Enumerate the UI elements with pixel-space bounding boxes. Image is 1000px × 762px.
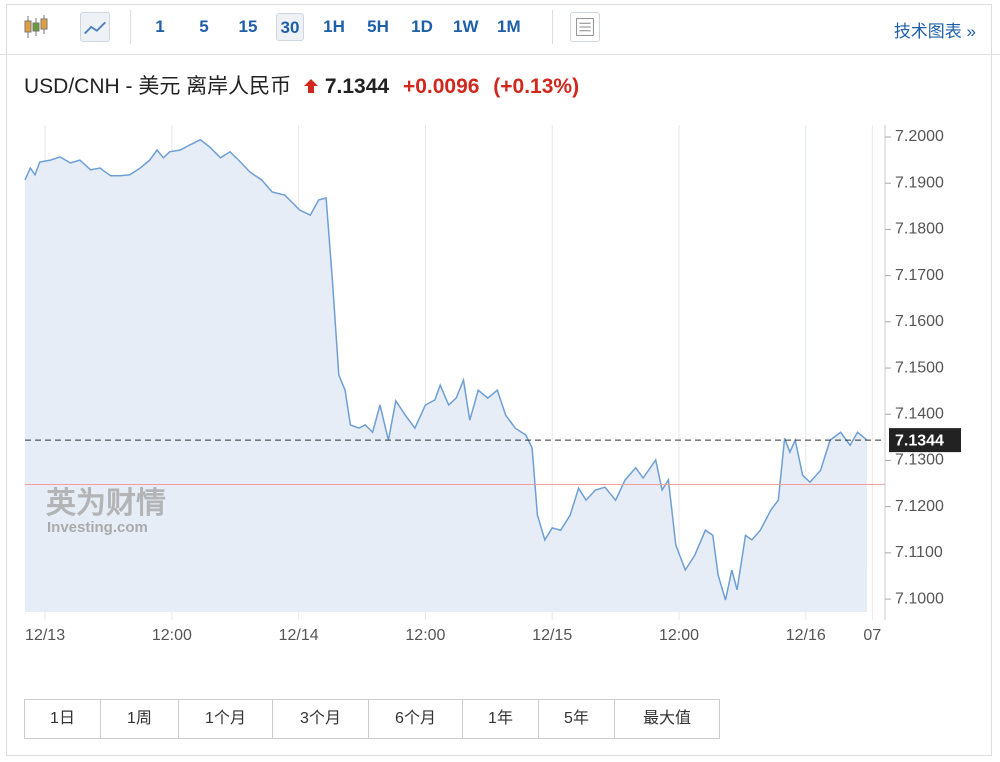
range-button[interactable]: 1周 — [101, 700, 179, 738]
interval-button[interactable]: 15 — [238, 17, 258, 36]
candlestick-icon[interactable] — [20, 12, 50, 42]
range-button[interactable]: 5年 — [539, 700, 615, 738]
interval-button[interactable]: 1W — [453, 17, 479, 36]
tech-chart-link[interactable]: 技术图表 » — [893, 22, 976, 41]
separator — [552, 10, 553, 44]
interval-button[interactable]: 5H — [367, 17, 389, 36]
change-pct: (+0.13%) — [493, 75, 580, 98]
interval-button[interactable]: 1M — [497, 17, 521, 36]
interval-button[interactable]: 5 — [199, 17, 209, 36]
up-arrow — [304, 79, 319, 93]
frame — [6, 4, 992, 756]
range-button[interactable]: 最大值 — [642, 710, 691, 727]
range-button[interactable]: 3个月 — [273, 700, 369, 738]
interval-button[interactable]: 1 — [155, 17, 165, 36]
interval-button[interactable]: 30 — [276, 13, 304, 41]
interval-button[interactable]: 1D — [411, 17, 433, 36]
range-button[interactable]: 1日 — [25, 700, 101, 738]
range-button[interactable]: 6个月 — [369, 700, 463, 738]
news-icon[interactable] — [570, 12, 600, 42]
range-buttons: 1日 1周 1个月 3个月 6个月 1年 5年 最大值 — [24, 699, 720, 739]
interval-button[interactable]: 1H — [323, 17, 345, 36]
line-icon[interactable] — [80, 12, 110, 42]
symbol: USD/CNH - 美元 离岸人民币 — [24, 75, 292, 98]
range-button[interactable]: 1个月 — [179, 700, 273, 738]
toolbar: 1 5 15 30 1H 5H 1D 1W 1M 技术图表 » — [0, 0, 1000, 55]
price: 7.1344 — [324, 75, 390, 98]
separator — [130, 10, 131, 44]
change: +0.0096 — [402, 75, 480, 98]
quote-header: USD/CNH - 美元 离岸人民币 7.1344 +0.0096 (+0.13… — [24, 70, 579, 100]
range-button[interactable]: 1年 — [463, 700, 539, 738]
